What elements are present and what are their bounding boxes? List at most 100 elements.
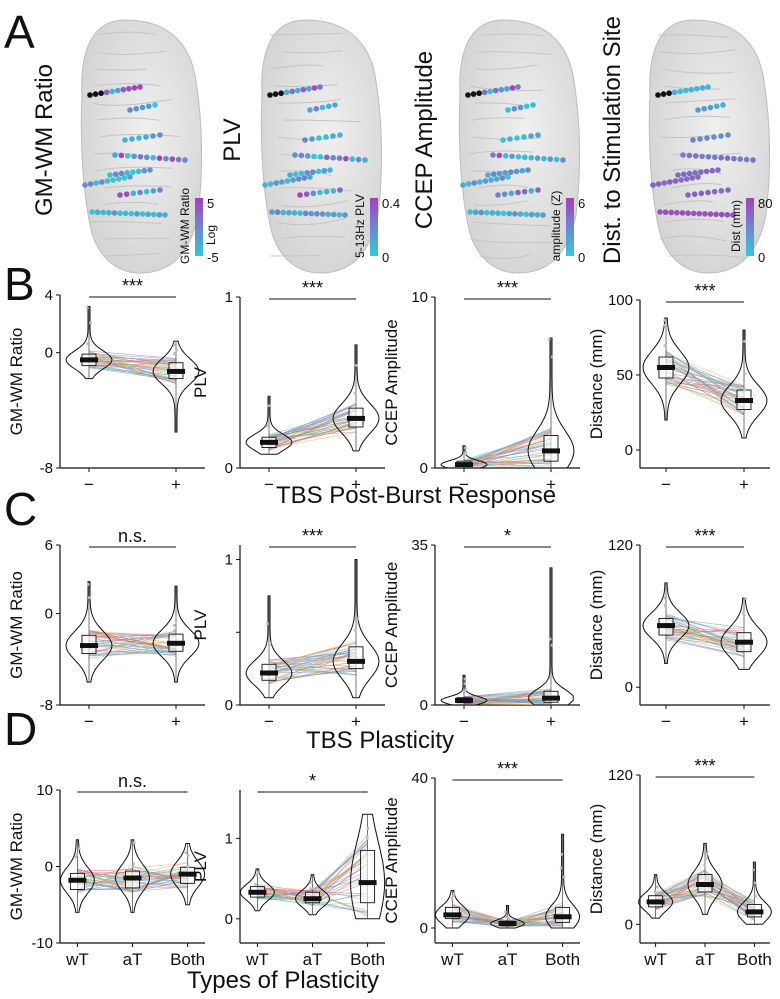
electrode-contact	[143, 134, 149, 140]
median-marker	[735, 398, 753, 403]
x-tick-label: +	[351, 712, 361, 731]
violin-+	[720, 329, 768, 439]
electrode-contact	[298, 170, 305, 177]
electrode-contact	[677, 88, 684, 95]
brain-sulcus	[659, 235, 727, 242]
electrode-contact	[311, 85, 318, 91]
data-point	[311, 887, 315, 891]
electrode-contact	[297, 210, 303, 216]
electrode-contact	[692, 153, 699, 159]
median-marker	[735, 639, 753, 645]
brain-sulcus	[670, 168, 722, 174]
electrode-contact	[705, 84, 711, 90]
paired-line	[257, 893, 313, 895]
y-axis-label: Distance (mm)	[587, 804, 606, 915]
paired-line	[312, 863, 368, 903]
electrode-contact	[535, 187, 541, 193]
electrode-contact	[150, 211, 157, 218]
electrode-contact	[267, 181, 274, 187]
violin-wT	[638, 874, 674, 919]
electrode-contact	[701, 105, 708, 112]
brain-sulcus	[96, 117, 160, 121]
data-point	[450, 896, 454, 900]
data-point	[742, 613, 746, 617]
data-point	[704, 856, 708, 860]
paired-line	[88, 357, 177, 384]
paired-line	[132, 875, 188, 879]
paired-line	[704, 889, 755, 904]
electrode-contact	[703, 168, 710, 175]
brain-title: PLV	[219, 118, 246, 162]
electrode-contact	[298, 152, 305, 159]
electrode-contact	[302, 137, 308, 143]
paired-line	[88, 363, 177, 381]
brain-outline	[80, 19, 203, 274]
colorbar: 80 0 Dist (mm)	[729, 196, 772, 265]
brain-sulcus	[91, 221, 162, 224]
x-tick-label: +	[739, 475, 749, 494]
y-axis-label: Distance (mm)	[587, 329, 606, 440]
electrode-contact	[505, 174, 511, 180]
brain-sulcus	[482, 33, 543, 37]
electrode-contact	[496, 152, 503, 159]
electrode-contact	[144, 154, 150, 161]
electrode-contact	[650, 182, 656, 188]
brain-sulcus	[277, 200, 350, 208]
x-tick-label: −	[84, 475, 94, 494]
electrode-contact	[498, 86, 505, 93]
paired-line	[452, 916, 508, 926]
electrode-contact	[547, 156, 554, 162]
paired-line	[704, 890, 755, 911]
paired-line	[452, 903, 508, 928]
data-point	[547, 337, 551, 341]
electrode-contact	[117, 192, 123, 198]
x-tick-label: wT	[643, 950, 667, 969]
electrode-contact	[514, 135, 520, 141]
brain-sulcus	[102, 252, 161, 257]
brain-sulcus	[104, 237, 170, 240]
paired-line	[88, 350, 177, 359]
violin-+	[720, 597, 768, 670]
electrode-contact	[131, 85, 138, 91]
electrode-contact	[127, 107, 133, 113]
chart-C2: 1 0 PLV − + ***	[191, 526, 385, 731]
electrode-contact	[509, 85, 516, 91]
paired-line	[452, 914, 508, 923]
electrode-contact	[284, 178, 291, 184]
brain-sulcus	[664, 115, 731, 121]
paired-line	[665, 378, 745, 392]
electrode-contact	[499, 175, 506, 181]
electrode-contact	[117, 210, 123, 216]
electrode-contact	[482, 178, 489, 184]
electrode-contact	[290, 177, 296, 183]
data-point	[464, 446, 467, 450]
data-point	[560, 852, 564, 856]
paired-line	[665, 356, 745, 393]
data-point	[464, 688, 468, 692]
brain-outline	[458, 19, 581, 274]
electrode-contact	[509, 153, 515, 160]
row-title-b: TBS Post-Burst Response	[276, 482, 556, 509]
electrode-contact	[718, 154, 724, 161]
paired-line	[312, 893, 368, 905]
brain-sulcus	[97, 50, 166, 55]
paired-line	[77, 879, 133, 887]
electrode-contact	[690, 210, 697, 217]
brain-sulcus	[278, 187, 351, 192]
electrode-contact	[182, 157, 188, 163]
electrode-contact	[280, 209, 287, 216]
x-tick-label: aT	[498, 950, 518, 969]
electrode-contact	[517, 211, 524, 217]
paired-line	[77, 871, 133, 890]
electrode-contact	[321, 167, 328, 174]
data-point	[86, 582, 90, 586]
brain-sulcus	[470, 238, 551, 244]
data-point	[354, 622, 358, 626]
y-tick-label: 4	[45, 287, 53, 304]
electrode-contact	[699, 153, 705, 160]
data-point	[664, 604, 667, 608]
data-point	[184, 851, 188, 855]
brain-sulcus	[103, 185, 172, 189]
brain-sulcus	[278, 98, 341, 104]
x-tick-label: aT	[123, 950, 143, 969]
